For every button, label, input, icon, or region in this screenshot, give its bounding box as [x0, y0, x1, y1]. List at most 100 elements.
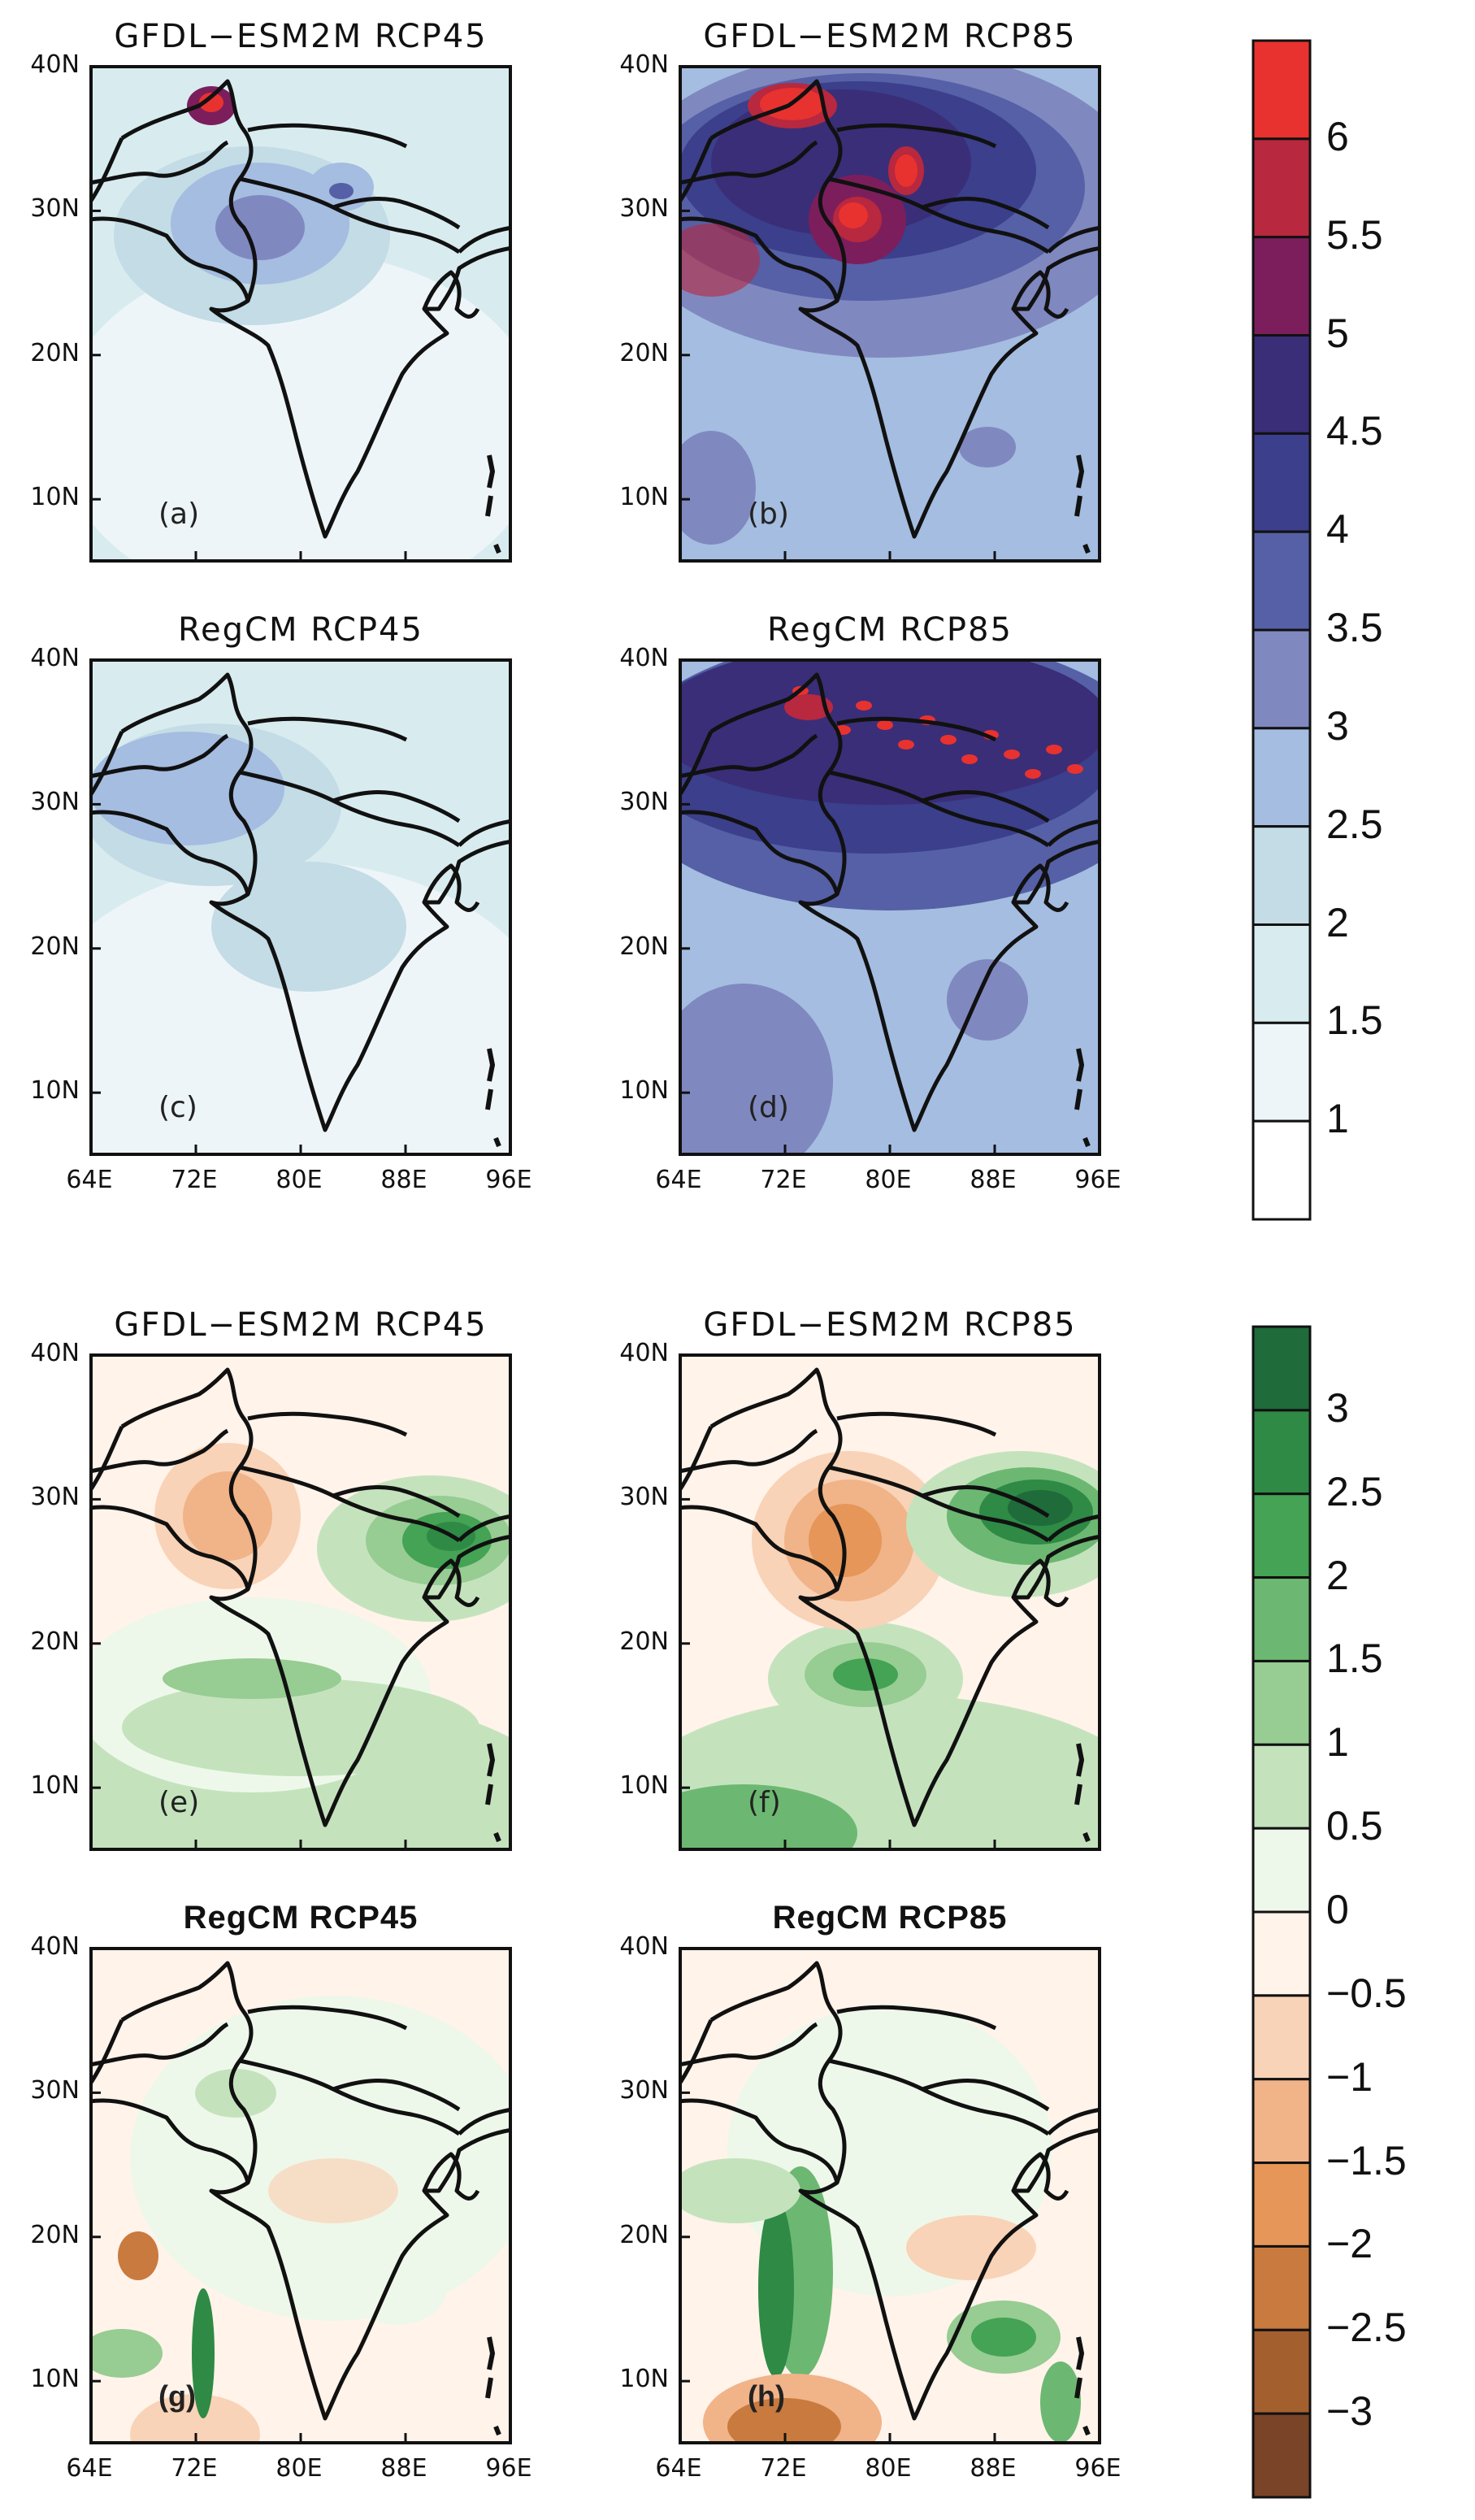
colorbar-segment: [1252, 1910, 1312, 1997]
country-border: [922, 2079, 1050, 2112]
colorbar-level-label: 3.5: [1326, 605, 1383, 650]
colorbar-segment: [1252, 530, 1312, 632]
lat-tick-label: 40N: [619, 50, 669, 79]
panel-title-h: RegCM RCP85: [772, 1900, 1008, 1936]
panel-label-c: (c): [158, 1091, 197, 1124]
lat-tick-label: 10N: [619, 483, 669, 512]
country-border: [922, 197, 1050, 230]
colorbar-segment: [1252, 2412, 1312, 2499]
country-border: [458, 2107, 512, 2135]
andaman-islands: [1074, 1048, 1084, 1110]
country-border: [1011, 270, 1069, 319]
colorbar-level-label: 3: [1326, 1384, 1349, 1431]
country-border: [828, 176, 1050, 254]
lon-tick-label: 80E: [275, 1166, 323, 1194]
colorbar-level-label: 1.5: [1326, 1636, 1383, 1682]
country-border: [709, 1367, 847, 1590]
country-border: [89, 730, 124, 798]
colorbar-segment: [1252, 1994, 1312, 2081]
country-border: [247, 2005, 408, 2031]
colorbar-segment: [1252, 727, 1312, 828]
colorbar-precipitation: [1252, 1325, 1312, 2502]
map-panel-g: [89, 1947, 512, 2444]
country-border: [120, 1367, 258, 1590]
lon-tick-label: 96E: [485, 2454, 532, 2483]
lat-tick-label: 10N: [30, 1771, 80, 1801]
colorbar-level-label: 3: [1326, 702, 1349, 749]
lat-tick-label: 20N: [619, 1627, 669, 1656]
colorbar-segment: [1252, 923, 1312, 1024]
andaman-islands: [485, 1048, 495, 1110]
lat-tick-label: 10N: [619, 1771, 669, 1801]
country-border: [120, 1961, 258, 2183]
colorbar-level-label: 0.5: [1326, 1803, 1383, 1849]
colorbar-segment: [1252, 628, 1312, 730]
country-border: [120, 672, 258, 895]
andaman-islands: [485, 1743, 495, 1805]
colorbar-segment: [1252, 1409, 1312, 1496]
country-border: [422, 2152, 480, 2201]
map-svg-f: [679, 1353, 1101, 1851]
country-border: [89, 140, 229, 185]
country-border: [836, 123, 997, 149]
map-panel-a: [89, 65, 512, 563]
country-border: [709, 79, 847, 302]
colorbar-level-label: −1.5: [1326, 2137, 1407, 2183]
colorbar-level-label: −0.5: [1326, 1970, 1407, 2016]
country-border: [1047, 819, 1101, 847]
country-border: [332, 197, 461, 230]
country-border: [1011, 2152, 1069, 2201]
lat-tick-label: 10N: [30, 483, 80, 512]
country-border: [1047, 2107, 1101, 2135]
country-border: [828, 1465, 1050, 1543]
coastline: [89, 810, 512, 1132]
country-border: [332, 1485, 461, 1519]
lat-tick-label: 30N: [619, 1483, 669, 1512]
andaman-islands: [1074, 1743, 1084, 1805]
lat-tick-label: 40N: [619, 644, 669, 672]
country-border: [836, 716, 997, 742]
lon-tick-label: 80E: [275, 2454, 323, 2483]
map-svg-h: [679, 1947, 1101, 2444]
country-border: [922, 1485, 1050, 1519]
panel-title-f: GFDL−ESM2M RCP85: [703, 1306, 1077, 1344]
country-border: [709, 672, 847, 895]
country-border: [1047, 225, 1101, 254]
lat-tick-label: 20N: [30, 1627, 80, 1656]
andaman-islands: [485, 2336, 495, 2399]
colorbar-segment: [1252, 1119, 1312, 1221]
lat-tick-label: 40N: [30, 644, 80, 672]
colorbar-segment: [1252, 2244, 1312, 2331]
country-border: [679, 1428, 818, 1474]
country-border: [332, 2079, 461, 2112]
panel-title-d: RegCM RCP85: [767, 611, 1013, 649]
country-border: [679, 733, 818, 779]
coastline: [679, 810, 1101, 1132]
lat-tick-label: 20N: [30, 2220, 80, 2249]
panel-title-c: RegCM RCP45: [178, 611, 423, 649]
lat-tick-label: 40N: [30, 50, 80, 79]
nicobar-islands: [493, 1831, 501, 1843]
colorbar-level-label: 2.5: [1326, 801, 1383, 847]
lon-tick-label: 64E: [66, 2454, 113, 2483]
coastline: [89, 2098, 512, 2421]
colorbar-segment: [1252, 39, 1312, 141]
country-border: [422, 270, 480, 319]
nicobar-islands: [493, 2425, 501, 2436]
lat-tick-label: 10N: [30, 2365, 80, 2394]
map-panel-f: [679, 1353, 1101, 1851]
country-border: [458, 225, 512, 254]
country-border: [836, 2005, 997, 2031]
map-panel-h: [679, 1947, 1101, 2444]
country-border: [679, 2018, 714, 2087]
lat-tick-label: 40N: [30, 1339, 80, 1367]
colorbar-temperature: [1252, 39, 1312, 1224]
colorbar-segment: [1252, 1492, 1312, 1579]
lon-tick-label: 72E: [760, 2454, 807, 2483]
country-border: [458, 1514, 512, 1542]
colorbar-level-label: 5.5: [1326, 211, 1383, 258]
colorbar-level-label: −2: [1326, 2221, 1373, 2267]
country-border: [679, 140, 818, 185]
lon-tick-label: 64E: [66, 1166, 113, 1194]
country-border: [1011, 1558, 1069, 1607]
